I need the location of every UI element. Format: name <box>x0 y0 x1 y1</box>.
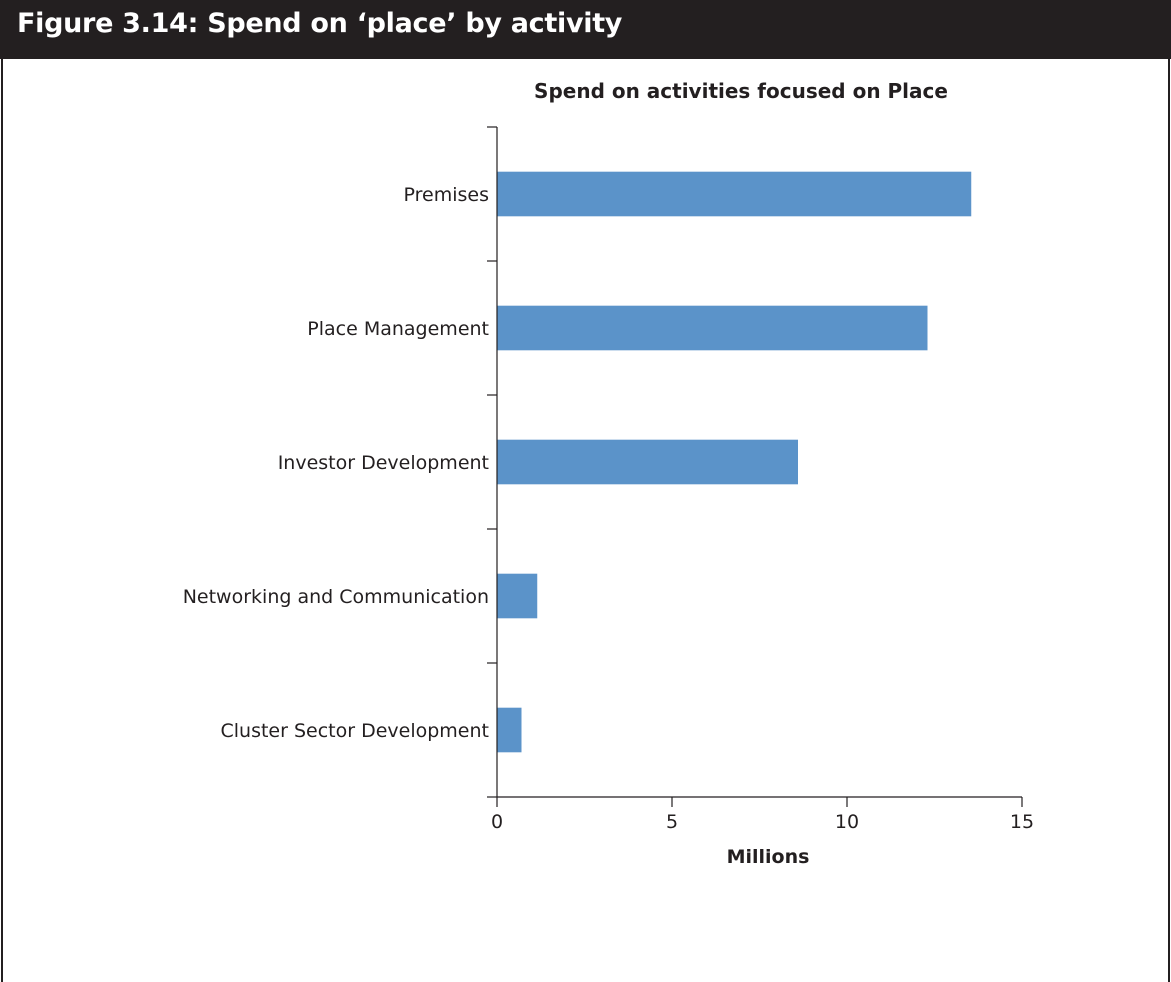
bar-cluster-sector-development <box>497 707 522 753</box>
x-tick-label: 0 <box>491 811 503 833</box>
bar-networking-and-communication <box>497 573 538 619</box>
bar-place-management <box>497 305 928 351</box>
chart-title: Spend on activities focused on Place <box>534 79 948 103</box>
x-tick-label: 10 <box>835 811 859 833</box>
category-label: Place Management <box>307 318 489 340</box>
bar-chart: Spend on activities focused on Place Prem… <box>183 79 1034 868</box>
category-label: Networking and Communication <box>183 586 489 608</box>
left-border-rule <box>1 59 3 982</box>
figure-header-bar: Figure 3.14: Spend on ‘place’ by activit… <box>0 0 1171 59</box>
bar-premises <box>497 171 972 217</box>
right-border-rule <box>1168 59 1170 982</box>
category-label: Investor Development <box>278 452 489 474</box>
figure-title: Figure 3.14: Spend on ‘place’ by activit… <box>17 8 623 39</box>
category-label: Cluster Sector Development <box>220 720 489 742</box>
bar-investor-development <box>497 439 798 485</box>
x-tick-label: 5 <box>666 811 678 833</box>
x-tick-label: 15 <box>1010 811 1034 833</box>
category-label: Premises <box>404 184 489 206</box>
x-axis-label: Millions <box>727 846 810 868</box>
